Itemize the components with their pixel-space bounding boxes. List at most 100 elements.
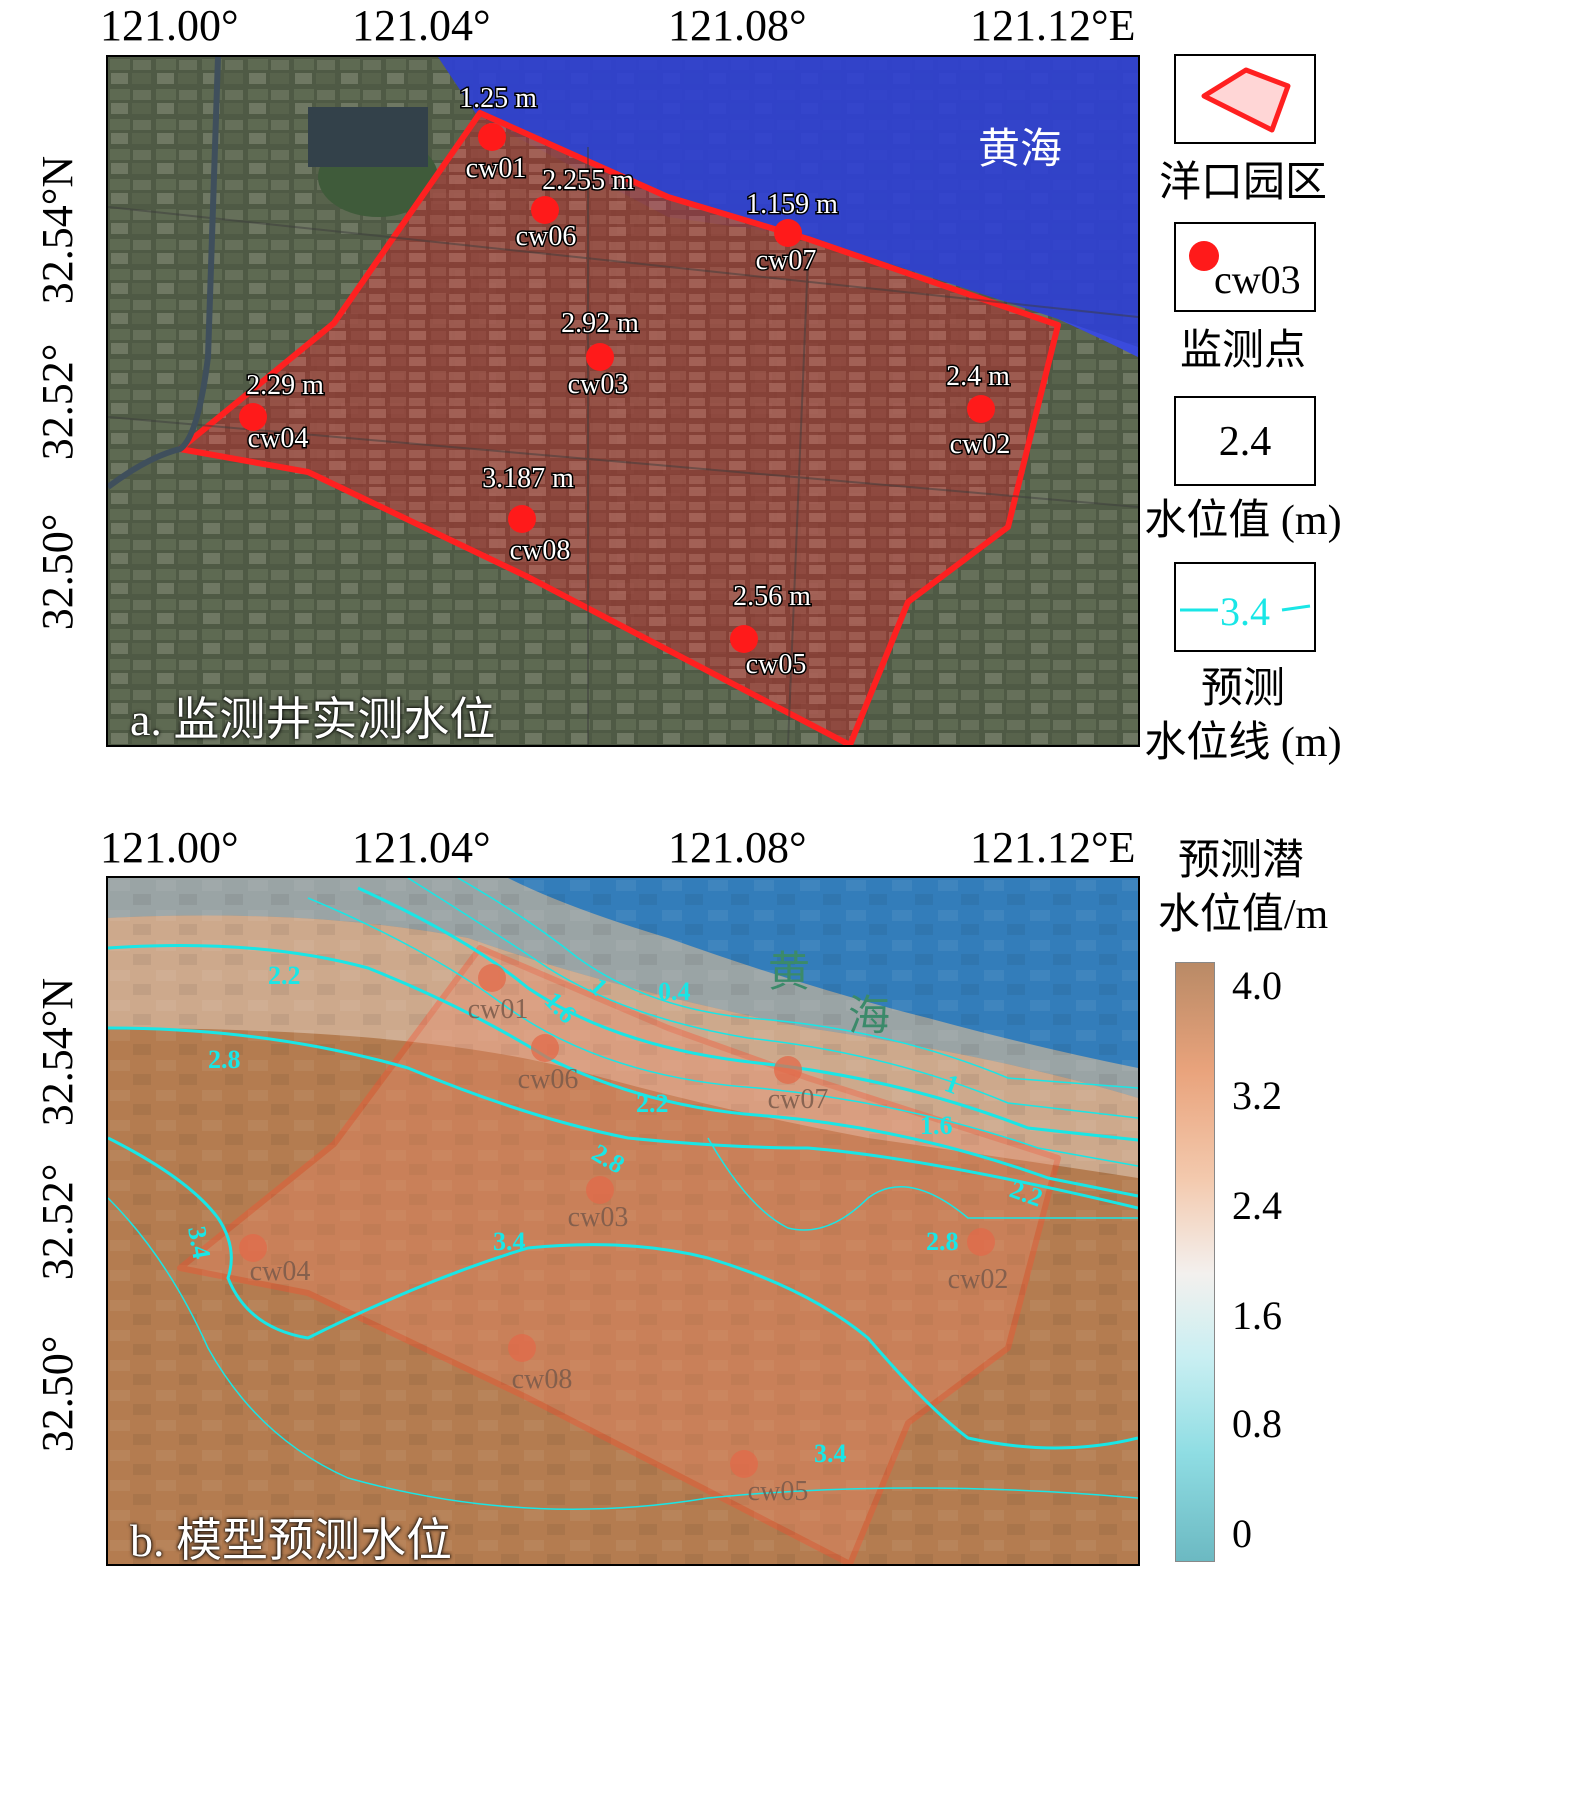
- contour-label: 2.8: [926, 1227, 959, 1256]
- well-cw03[interactable]: 2.92 m cw03: [560, 307, 641, 402]
- colorbar-tick: 2.4: [1232, 1183, 1282, 1228]
- roads: [108, 147, 1138, 745]
- sea-label: 黄海: [978, 127, 1062, 173]
- b-lat-tick-3: 32.50°: [33, 1335, 82, 1453]
- contour-sample-icon: [1180, 604, 1311, 612]
- contour-label: 0.4: [658, 977, 691, 1006]
- b-lon-tick-4: 121.12°E: [970, 823, 1136, 872]
- well-point: [508, 505, 536, 533]
- map-b-canvas: 黄 海 2.2 2.8 3.4 0.4 1 1.6 2.2 2.8 3.4 1 …: [108, 878, 1138, 1564]
- contour-label: 3.4: [493, 1227, 526, 1256]
- colorbar-tick: 0.8: [1232, 1401, 1282, 1446]
- point-sample-text: cw03: [1214, 257, 1301, 302]
- contour-label: 2.8: [208, 1045, 241, 1074]
- well-id: cw03: [568, 369, 629, 400]
- map-panel-a[interactable]: 黄海 1.25 m cw01 2.255 m cw06 1.159 m cw07…: [106, 55, 1140, 747]
- a-lat-tick-2: 32.52°: [33, 343, 82, 461]
- well-point: [774, 219, 802, 247]
- map-panel-b[interactable]: 黄 海 2.2 2.8 3.4 0.4 1 1.6 2.2 2.8 3.4 1 …: [106, 876, 1140, 1566]
- well-level: 2.92 m: [561, 308, 639, 339]
- well-point: [239, 403, 267, 431]
- pond: [308, 107, 428, 167]
- well-cw05[interactable]: 2.56 m cw05: [730, 580, 813, 682]
- sea-label-1: 黄: [768, 950, 810, 996]
- legend-line-label-2: 水位线 (m): [1144, 720, 1342, 766]
- line-sample-text: 3.4: [1220, 589, 1270, 634]
- well-cw01[interactable]: 1.25 m cw01: [458, 82, 539, 186]
- field-texture: [108, 878, 1138, 1564]
- well-id: cw07: [756, 245, 817, 276]
- panel-b-title: b. 模型预测水位: [130, 1515, 452, 1566]
- well-id: cw08: [510, 535, 571, 566]
- well-id: cw03: [568, 1202, 629, 1233]
- b-lat-tick-1: 32.54°N: [33, 977, 82, 1127]
- well-id: cw08: [512, 1364, 573, 1395]
- colorbar-title-1: 预测潜: [1177, 838, 1304, 884]
- sea-area: [438, 57, 1138, 357]
- b-lon-tick-3: 121.08°: [668, 823, 807, 872]
- well-point: [531, 196, 559, 224]
- legend-point-label: 监测点: [1179, 328, 1306, 374]
- well-level: 2.4 m: [946, 361, 1010, 392]
- contour-label: 1.6: [920, 1111, 953, 1140]
- well-id: cw05: [748, 1476, 809, 1507]
- well-id: cw01: [466, 153, 527, 184]
- value-sample-text: 2.4: [1218, 419, 1272, 465]
- well-cw08[interactable]: 3.187 m cw08: [481, 462, 576, 568]
- park-area: [180, 113, 1058, 745]
- well-point: [967, 395, 995, 423]
- panel-a-title: a. 监测井实测水位: [130, 694, 496, 745]
- river: [108, 57, 221, 490]
- a-lon-tick-2: 121.04°: [352, 1, 491, 50]
- legend-line-sample: 3.4: [1174, 562, 1316, 652]
- legend-line-label-1: 预测: [1200, 666, 1285, 712]
- contour-label: 2.2: [636, 1089, 669, 1118]
- legend-value-label: 水位值 (m): [1144, 498, 1342, 544]
- map-a-canvas: 黄海 1.25 m cw01 2.255 m cw06 1.159 m cw07…: [108, 57, 1138, 745]
- well-id: cw04: [248, 423, 309, 454]
- a-lat-tick-3: 32.50°: [33, 513, 82, 631]
- park-boundary: [177, 110, 1061, 745]
- well-cw02[interactable]: 2.4 m cw02: [945, 360, 1012, 462]
- well-level: 2.255 m: [542, 165, 634, 196]
- b-lon-tick-2: 121.04°: [352, 823, 491, 872]
- contour-label: 2.2: [268, 961, 301, 990]
- point-sample-icon: [1189, 241, 1219, 271]
- b-lat-tick-2: 32.52°: [33, 1163, 82, 1281]
- well-id: cw04: [250, 1256, 311, 1287]
- well-level: 1.159 m: [746, 189, 838, 220]
- a-lon-tick-1: 121.00°: [100, 1, 239, 50]
- colorbar-tick: 3.2: [1232, 1073, 1282, 1118]
- sea-label-2: 海: [848, 994, 890, 1040]
- well-id: cw02: [948, 1264, 1009, 1295]
- a-lon-tick-3: 121.08°: [668, 1, 807, 50]
- legend-park-sample: [1174, 54, 1316, 144]
- well-level: 2.29 m: [246, 370, 324, 401]
- legend-point-sample: cw03: [1174, 222, 1316, 312]
- legend-park-label: 洋口园区: [1158, 160, 1327, 206]
- well-cw04[interactable]: 2.29 m cw04: [239, 369, 326, 456]
- well-point: [478, 123, 506, 151]
- contour-label: 3.4: [182, 1224, 216, 1261]
- well-level: 1.25 m: [459, 83, 537, 114]
- well-id: cw02: [950, 429, 1011, 460]
- well-level: 3.187 m: [482, 463, 574, 494]
- well-point: [586, 343, 614, 371]
- well-level: 2.56 m: [733, 581, 811, 612]
- a-lon-tick-4: 121.12°E: [970, 1, 1136, 50]
- legend-value-sample: 2.4: [1174, 396, 1316, 486]
- well-markers: [239, 964, 995, 1478]
- well-cw06[interactable]: 2.255 m cw06: [514, 164, 635, 254]
- well-id: cw06: [518, 1064, 579, 1095]
- park-sample-icon: [1201, 67, 1291, 133]
- park-boundary: [177, 945, 1061, 1564]
- well-id: cw07: [768, 1084, 829, 1115]
- well-cw07[interactable]: 1.159 m cw07: [745, 188, 840, 278]
- colorbar-tick: 0: [1232, 1511, 1252, 1556]
- colorbar-tick: 1.6: [1232, 1293, 1282, 1338]
- contour-lines: [108, 878, 1138, 1510]
- colorbar-tick: 4.0: [1232, 963, 1282, 1008]
- contour-label: 3.4: [814, 1439, 847, 1468]
- well-id: cw05: [746, 649, 807, 680]
- well-point: [730, 625, 758, 653]
